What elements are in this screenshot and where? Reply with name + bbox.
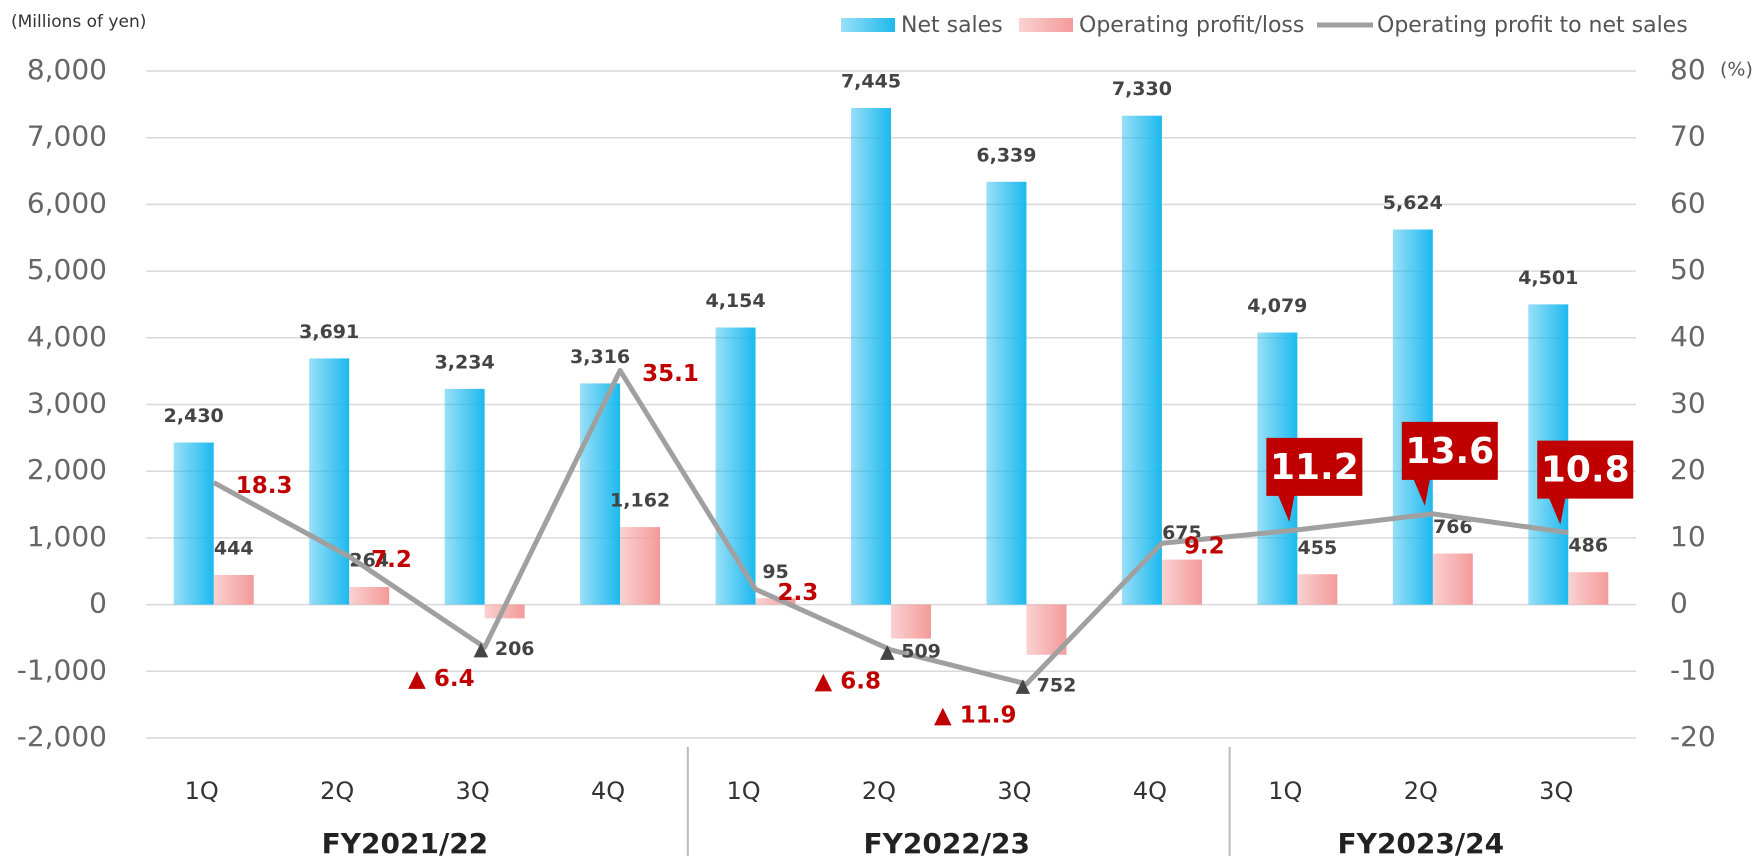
y-tick-label: 6,000 [27, 186, 107, 219]
y-tick-label: 3,000 [27, 387, 107, 420]
x-tick-label: 1Q [1268, 777, 1302, 805]
data-label: 4,079 [1247, 295, 1307, 317]
bar [580, 383, 621, 605]
y-tick-label: 8,000 [27, 53, 107, 86]
bar [1392, 229, 1433, 605]
data-label: 6,339 [976, 144, 1036, 166]
bar [1121, 115, 1162, 605]
y2-tick-label: 50 [1670, 253, 1706, 286]
x-tick-label: 2Q [320, 777, 354, 805]
data-label: 486 [1568, 535, 1608, 557]
data-label: 18.3 [236, 473, 293, 499]
group-label: FY2021/22 [322, 827, 489, 860]
data-label: ▲ 752 [1015, 674, 1076, 696]
y-tick-label: 5,000 [27, 253, 107, 286]
x-tick-label: 1Q [726, 777, 760, 805]
x-tick-label: 2Q [1404, 777, 1438, 805]
data-label: 3,234 [435, 351, 495, 373]
y2-tick-label: -20 [1670, 720, 1716, 753]
data-label: 9.2 [1184, 534, 1225, 560]
bar [620, 527, 661, 605]
y2-tick-label: 40 [1670, 320, 1706, 353]
data-label: 2.3 [778, 580, 819, 606]
data-label: ▲ 11.9 [934, 702, 1016, 728]
data-label: 444 [214, 537, 254, 559]
bar [891, 604, 931, 639]
y2-tick-label: 10 [1670, 520, 1706, 553]
data-label: 4,154 [705, 290, 765, 312]
x-tick-label: 4Q [1133, 777, 1167, 805]
data-label: 7,445 [841, 71, 901, 93]
data-label: 2,430 [164, 405, 224, 427]
callout [1537, 440, 1634, 525]
data-label: ▲ 6.4 [408, 666, 474, 692]
data-label: 1,162 [610, 490, 670, 512]
y2-tick-label: 20 [1670, 453, 1706, 486]
data-label: 455 [1298, 537, 1338, 559]
data-label: 3,691 [299, 321, 359, 343]
data-label: 4,501 [1518, 267, 1578, 289]
data-label: 95 [762, 561, 788, 583]
bar [755, 598, 796, 605]
callout-label: 11.2 [1270, 447, 1359, 488]
x-tick-label: 1Q [185, 777, 219, 805]
y2-tick-label: 80 [1670, 53, 1706, 86]
y-tick-label: 1,000 [27, 520, 107, 553]
bar [1568, 572, 1609, 605]
line [212, 367, 1569, 687]
x-tick-label: 2Q [862, 777, 896, 805]
callout [1401, 421, 1498, 506]
y2-tick-label: 30 [1670, 387, 1706, 420]
y2-tick-label: -10 [1670, 653, 1716, 686]
bar [1432, 553, 1473, 605]
y2-tick-label: 60 [1670, 186, 1706, 219]
callout-label: 10.8 [1541, 450, 1630, 491]
bar [349, 586, 390, 605]
data-label: 35.1 [642, 361, 699, 387]
data-label: 5,624 [1383, 192, 1443, 214]
x-tick-label: 3Q [1539, 777, 1573, 805]
y2-axis-label: (%) [1720, 59, 1753, 81]
callout-label: 13.6 [1405, 431, 1494, 472]
y2-tick-label: 70 [1670, 120, 1706, 153]
x-tick-label: 3Q [456, 777, 490, 805]
y-tick-label: -1,000 [17, 653, 107, 686]
legend-label: Operating profit/loss [1079, 13, 1304, 38]
bar [309, 358, 350, 605]
bar [213, 574, 254, 605]
legend-label: Operating profit to net sales [1377, 13, 1688, 38]
bar [986, 181, 1027, 605]
data-label: ▲ 6.8 [815, 668, 881, 694]
y-tick-label: 0 [89, 587, 107, 620]
data-label: 766 [1433, 516, 1473, 538]
y-tick-label: 7,000 [27, 120, 107, 153]
data-label: 3,316 [570, 346, 630, 368]
data-label: 7,330 [1112, 78, 1172, 100]
y-tick-label: -2,000 [17, 720, 107, 753]
data-label: ▲ 509 [880, 640, 941, 662]
y-tick-label: 2,000 [27, 453, 107, 486]
bar [1161, 559, 1202, 605]
bar [173, 442, 214, 605]
legend-swatch [1019, 18, 1073, 32]
legend-swatch [841, 18, 895, 32]
x-tick-label: 3Q [997, 777, 1031, 805]
bar [444, 388, 485, 605]
data-label: 7.2 [371, 547, 412, 573]
bar [1297, 574, 1338, 605]
data-label: ▲ 206 [474, 638, 535, 660]
x-tick-label: 4Q [591, 777, 625, 805]
bar [851, 108, 891, 605]
group-label: FY2022/23 [863, 827, 1030, 860]
group-label: FY2023/24 [1338, 827, 1505, 860]
y-tick-label: 4,000 [27, 320, 107, 353]
y-axis-label: (Millions of yen) [11, 12, 146, 32]
callout [1266, 437, 1363, 522]
bar [715, 327, 756, 605]
y2-tick-label: 0 [1670, 587, 1688, 620]
legend-label: Net sales [901, 13, 1003, 38]
